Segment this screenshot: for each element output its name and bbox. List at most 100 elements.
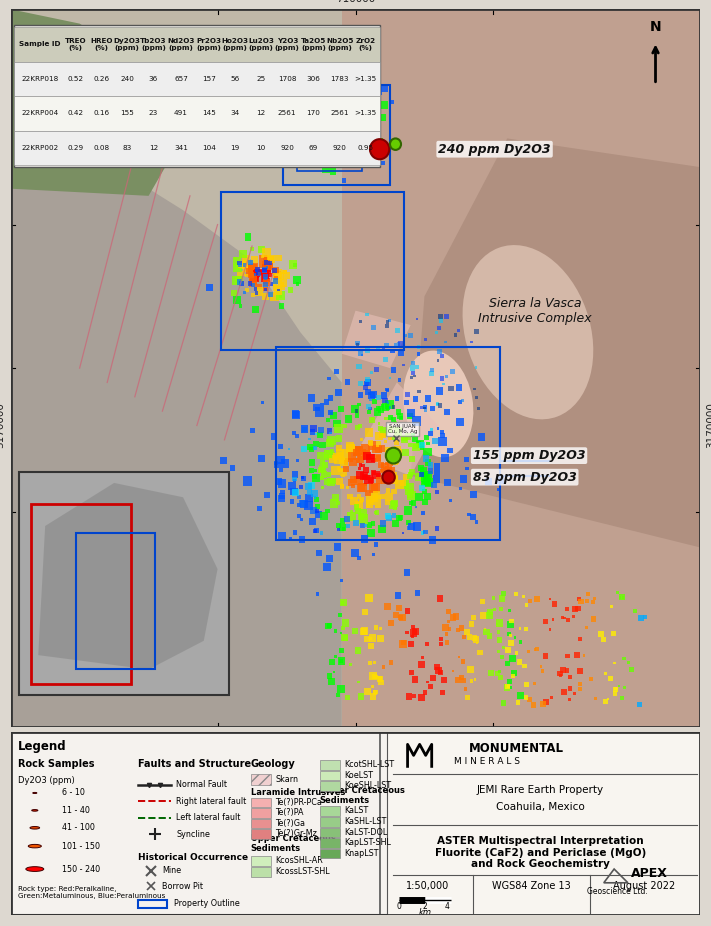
Bar <box>309 447 314 452</box>
Bar <box>348 80 351 83</box>
Bar <box>323 110 329 117</box>
Bar <box>269 258 274 263</box>
Bar <box>345 136 353 144</box>
Bar <box>240 271 245 276</box>
Bar <box>329 139 338 148</box>
Bar <box>306 132 311 138</box>
Bar <box>355 476 363 485</box>
Bar <box>572 606 578 612</box>
Bar <box>336 448 344 457</box>
Bar <box>412 694 415 698</box>
Bar <box>469 621 474 627</box>
Bar <box>238 263 242 268</box>
Bar <box>337 131 343 137</box>
Bar <box>307 490 311 494</box>
Bar <box>415 365 419 369</box>
Bar <box>317 132 324 139</box>
Bar <box>378 680 384 685</box>
Bar <box>474 388 476 390</box>
Bar <box>378 426 383 432</box>
Bar <box>424 479 432 486</box>
Bar <box>337 452 343 458</box>
Bar <box>334 656 337 658</box>
Bar <box>389 407 391 408</box>
Bar <box>435 526 439 531</box>
Bar <box>406 693 412 700</box>
Bar <box>355 141 358 145</box>
Bar <box>245 274 249 278</box>
Bar <box>305 483 311 490</box>
Bar <box>252 307 259 313</box>
Bar <box>475 519 479 524</box>
Bar <box>326 116 335 125</box>
Text: Borrow Pit: Borrow Pit <box>162 882 203 891</box>
Bar <box>326 119 331 124</box>
Text: KoeSHL-LST: KoeSHL-LST <box>344 782 392 790</box>
Bar <box>348 453 356 460</box>
Bar <box>429 536 436 544</box>
Bar <box>294 433 299 438</box>
Bar <box>459 400 462 404</box>
Bar <box>317 121 322 126</box>
Bar <box>568 698 571 701</box>
Bar <box>324 132 326 135</box>
Text: KapLST-SHL: KapLST-SHL <box>344 838 391 847</box>
Bar <box>397 515 402 520</box>
Bar <box>319 94 326 101</box>
Bar <box>508 640 514 645</box>
Bar <box>264 260 268 265</box>
Text: 36: 36 <box>149 76 158 81</box>
Bar <box>336 435 342 442</box>
Bar <box>398 350 404 356</box>
Bar <box>274 276 278 280</box>
Bar <box>353 126 358 131</box>
Bar <box>360 628 367 635</box>
Bar <box>408 641 414 647</box>
Bar <box>483 628 486 631</box>
Bar <box>427 442 430 445</box>
Bar <box>337 126 340 129</box>
Bar <box>412 417 421 426</box>
Bar <box>390 472 397 480</box>
Bar <box>614 687 618 690</box>
Bar <box>430 368 434 372</box>
Bar <box>341 458 348 466</box>
Bar <box>318 115 321 118</box>
Bar <box>313 153 317 157</box>
Bar <box>462 635 466 639</box>
Bar <box>422 690 427 695</box>
Bar <box>288 482 296 490</box>
Bar <box>314 496 316 498</box>
Bar <box>358 693 364 700</box>
Bar <box>262 247 271 257</box>
Text: APEX: APEX <box>631 867 668 880</box>
Bar <box>307 444 313 450</box>
Bar <box>255 291 258 294</box>
Bar <box>456 384 462 391</box>
Circle shape <box>28 845 41 848</box>
Bar <box>346 100 350 103</box>
Bar <box>314 469 317 472</box>
Bar <box>308 102 311 105</box>
Text: 10: 10 <box>257 144 266 151</box>
Text: Laramide Intrusives: Laramide Intrusives <box>251 787 345 796</box>
Bar <box>449 499 452 502</box>
Bar <box>333 127 341 135</box>
Bar <box>251 868 272 877</box>
Circle shape <box>26 867 44 871</box>
Bar <box>361 464 365 467</box>
Bar <box>338 146 343 152</box>
Bar <box>276 272 284 280</box>
Bar <box>540 701 546 707</box>
Bar <box>278 480 287 488</box>
Bar <box>279 303 284 308</box>
Bar <box>592 617 597 622</box>
Bar <box>387 619 395 626</box>
Bar <box>594 696 597 700</box>
Bar <box>420 446 424 450</box>
Bar <box>251 797 272 807</box>
Bar <box>505 661 510 667</box>
Bar <box>405 607 410 614</box>
Bar <box>370 391 377 398</box>
Bar <box>289 499 294 504</box>
